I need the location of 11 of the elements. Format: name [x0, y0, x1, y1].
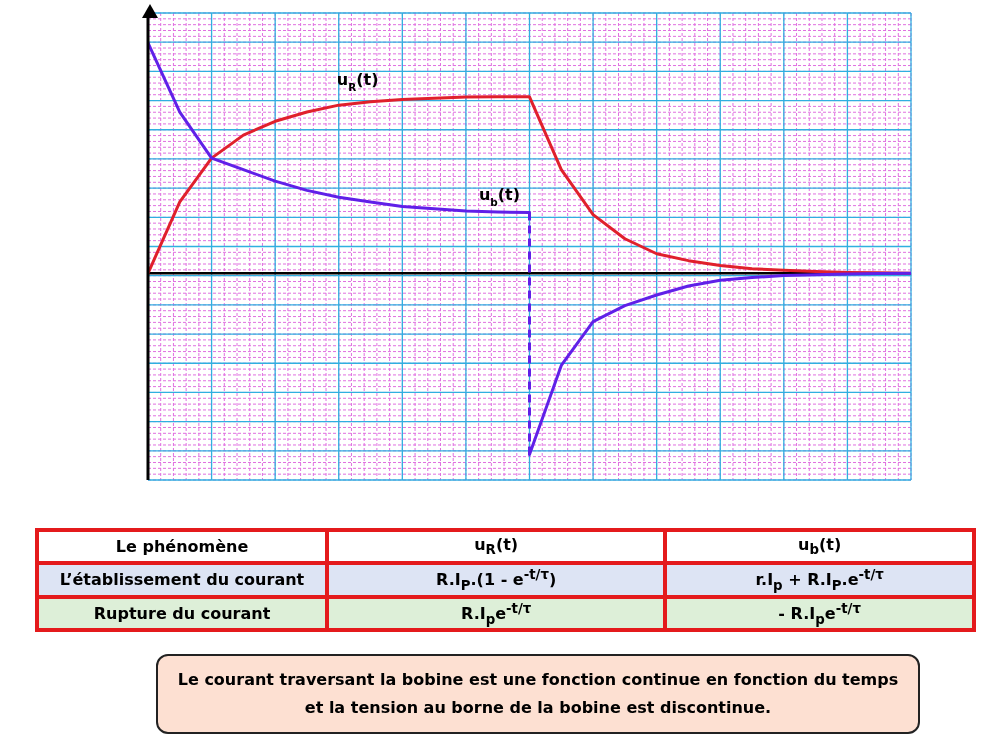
text: R.I$_{P}$.(1 - e$^{-t/τ}$)	[327, 563, 666, 597]
text: u$_{b}$(t)	[665, 530, 974, 563]
text: L’établissement du courant	[37, 563, 328, 597]
text: Le phénomène	[37, 530, 328, 563]
text: u$_{R}$(t)	[327, 530, 666, 563]
text: R.I$_{p}$e$^{-t/τ}$	[327, 596, 666, 631]
text: - R.I$_{p}$e$^{-t/τ}$	[665, 596, 974, 631]
text: Rupture du courant	[37, 596, 328, 631]
text: Le courant traversant la bobine est une fonction continue en fonction du temps et la tension au borne de la bobine est discontinue.	[156, 654, 920, 734]
series-label: u$_{b}$(t)	[478, 185, 521, 209]
text: r.I$_{p}$ + R.I$_{P}$.e$^{-t/τ}$	[665, 563, 974, 597]
